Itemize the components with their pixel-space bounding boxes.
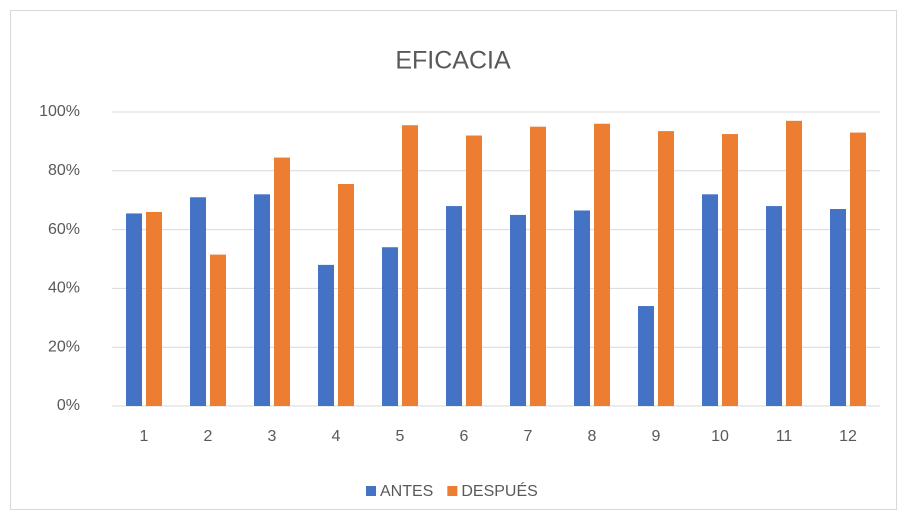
bar: [766, 206, 782, 406]
bar: [210, 254, 226, 406]
legend-label: DESPUÉS: [461, 481, 537, 500]
x-tick-label: 11: [776, 428, 793, 445]
y-tick-label: 80%: [48, 162, 80, 179]
bar: [786, 120, 802, 406]
bar: [658, 131, 674, 407]
y-tick-label: 20%: [48, 338, 80, 355]
legend-swatch: [366, 486, 376, 496]
bar: [638, 306, 654, 406]
x-tick-label: 4: [332, 428, 341, 445]
x-tick-label: 2: [204, 428, 213, 445]
bar: [530, 126, 546, 406]
x-tick-label: 8: [588, 428, 597, 445]
bar: [402, 125, 418, 406]
bar: [274, 157, 290, 406]
bar: [594, 123, 610, 406]
bar: [722, 134, 738, 407]
bar: [850, 132, 866, 406]
bar: [574, 210, 590, 406]
bar: [702, 194, 718, 406]
bar: [146, 211, 162, 406]
y-tick-label: 60%: [48, 221, 80, 238]
legend-swatch: [447, 486, 458, 496]
x-tick-label: 9: [652, 428, 661, 445]
bar: [190, 197, 206, 406]
bar: [830, 209, 846, 406]
y-tick-label: 0%: [57, 397, 80, 414]
bar: [338, 184, 354, 406]
x-tick-label: 7: [524, 428, 533, 445]
bar: [446, 206, 462, 406]
x-tick-label: 5: [396, 428, 405, 445]
x-tick-label: 6: [460, 428, 469, 445]
bar: [254, 194, 270, 406]
legend-label: ANTES: [380, 483, 433, 500]
x-tick-label: 12: [839, 428, 857, 445]
y-tick-label: 40%: [48, 280, 80, 297]
x-tick-label: 3: [268, 428, 277, 445]
bar: [510, 214, 526, 406]
bar: [318, 264, 334, 406]
x-tick-label: 10: [711, 428, 729, 445]
chart-title: EFICACIA: [395, 47, 511, 75]
y-tick-label: 100%: [39, 103, 80, 120]
bar: [126, 213, 142, 406]
bar: [466, 135, 482, 406]
bar: [382, 247, 398, 406]
x-tick-label: 1: [140, 428, 149, 445]
